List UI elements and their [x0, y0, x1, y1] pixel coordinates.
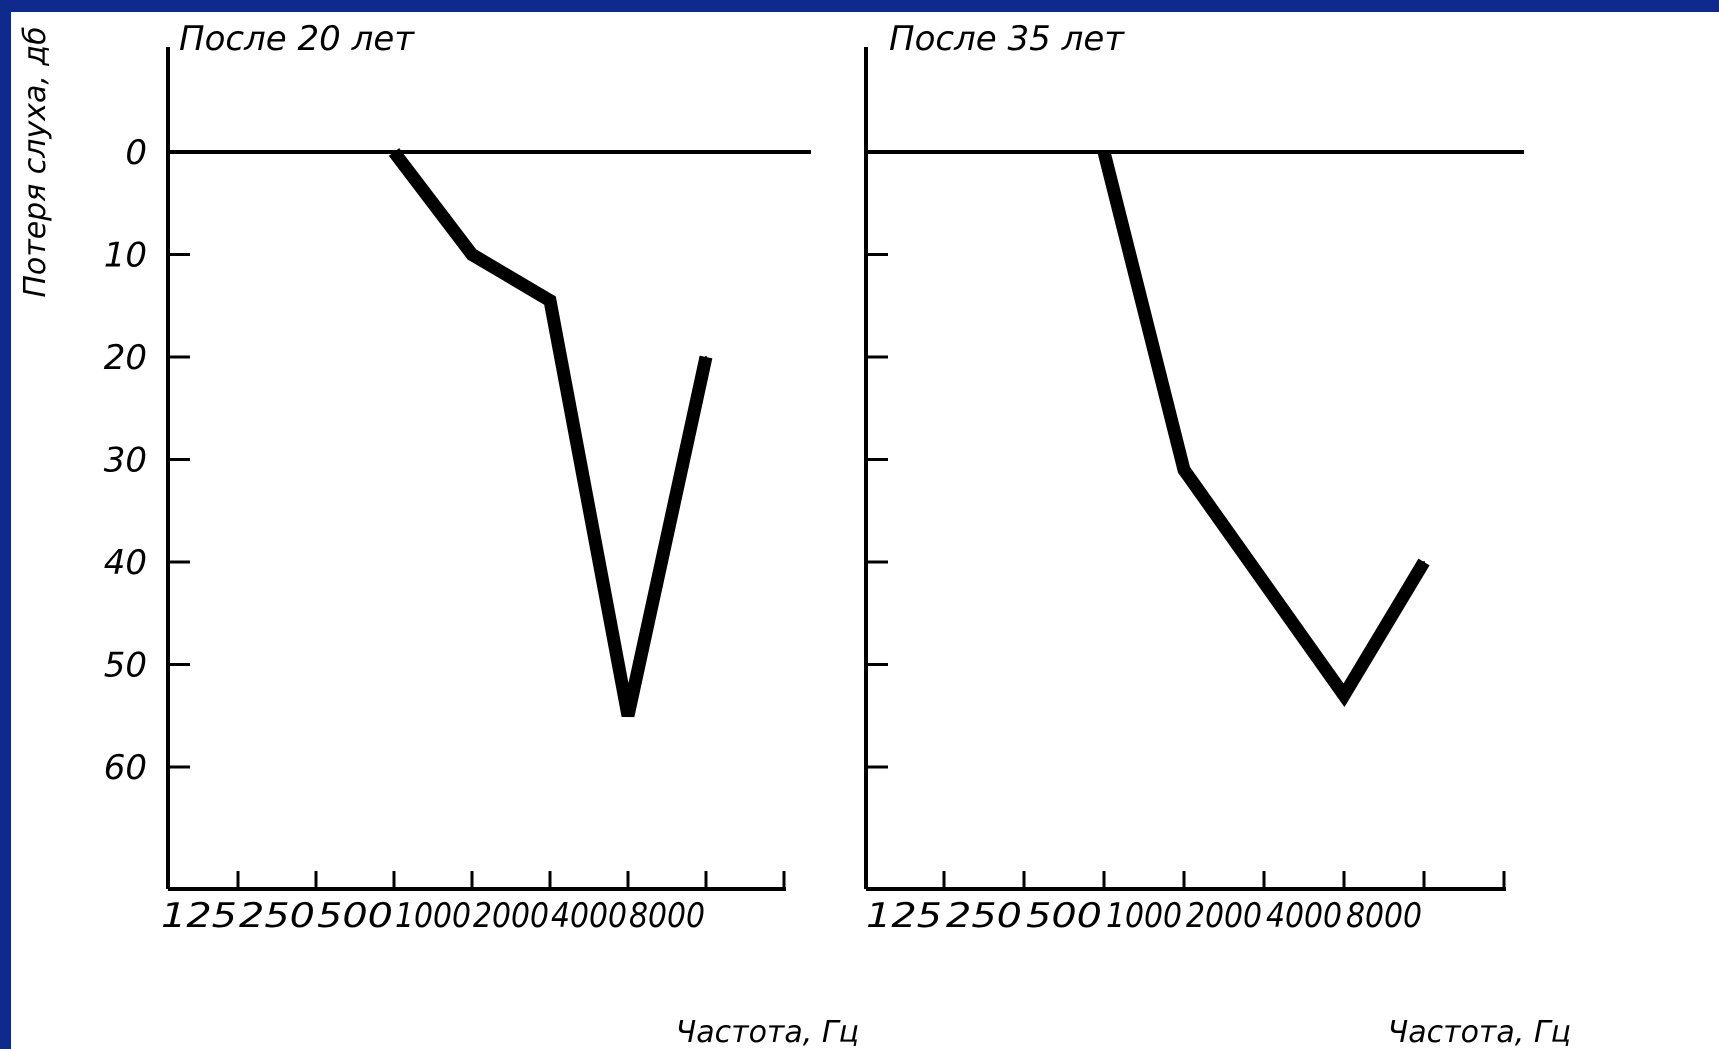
- chart-title: После 20 лет: [179, 19, 415, 59]
- data-point: [1183, 468, 1185, 471]
- x-tick-label: 1000: [395, 896, 471, 936]
- y-axis-title: Потеря слуха, дб: [18, 26, 53, 297]
- x-tick-label: 2000: [1186, 896, 1262, 936]
- x-tick-label: 125: [161, 896, 237, 936]
- x-axis-title: Частота, Гц: [676, 1015, 859, 1049]
- x-tick-label: 500: [317, 896, 393, 936]
- y-tick-label: 50: [104, 646, 147, 686]
- chart-title: После 35 лет: [889, 19, 1125, 59]
- series-line: [1097, 150, 1430, 708]
- x-tick-label: 2000: [473, 896, 549, 936]
- x-tick-label: 125: [866, 896, 942, 936]
- x-axis-title: Частота, Гц: [1388, 1015, 1571, 1049]
- data-point: [705, 356, 707, 358]
- x-tick-label: 4000: [551, 896, 627, 936]
- x-tick-label: 1000: [1106, 896, 1182, 936]
- x-tick-label: 4000: [1266, 896, 1342, 936]
- x-tick-label: 500: [1026, 896, 1102, 936]
- y-tick-label: 30: [104, 441, 147, 481]
- y-tick-label: 10: [104, 236, 147, 276]
- data-point: [1103, 151, 1105, 153]
- y-tick-label: 60: [104, 748, 147, 788]
- data-point: [1423, 561, 1425, 563]
- data-point: [471, 253, 473, 256]
- data-point: [627, 714, 629, 717]
- x-tick-label: 8000: [629, 896, 705, 936]
- data-point: [393, 151, 395, 153]
- data-point: [549, 299, 551, 302]
- figure: 0 10 20 30 40 50 60 125 250 500 1000 2000 4000 8000 По…: [11, 12, 1719, 1049]
- data-point: [1343, 694, 1345, 697]
- x-tick-label: 250: [239, 896, 315, 936]
- y-tick-label: 40: [104, 543, 147, 583]
- series-line: [388, 148, 713, 718]
- x-tick-label: 250: [946, 896, 1022, 936]
- y-tick-label: 20: [104, 338, 147, 378]
- y-tick-label: 0: [125, 133, 147, 173]
- data-point: [1263, 581, 1265, 584]
- x-tick-label: 8000: [1346, 896, 1422, 936]
